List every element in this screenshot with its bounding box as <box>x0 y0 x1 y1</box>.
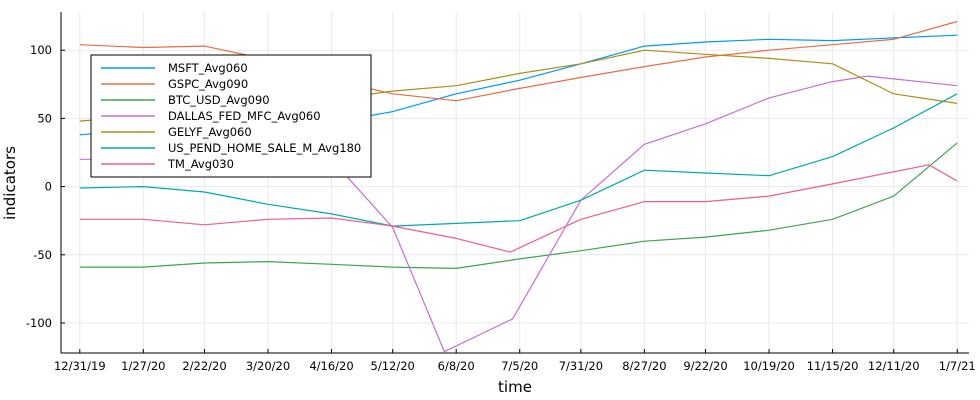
x-tick-label: 12/11/20 <box>868 359 920 373</box>
x-tick-label: 11/15/20 <box>807 359 859 373</box>
series-line-3 <box>79 75 958 353</box>
x-tick-label: 3/20/20 <box>246 359 290 373</box>
legend-entry: GSPC_Avg090 <box>168 77 248 91</box>
x-tick-label: 7/5/20 <box>501 359 538 373</box>
x-tick-label: 10/19/20 <box>743 359 795 373</box>
y-tick-label: 100 <box>30 43 52 57</box>
legend-entry: BTC_USD_Avg090 <box>168 93 270 107</box>
legend-entry: TM_Avg030 <box>167 157 234 171</box>
y-tick-label: -100 <box>26 316 52 330</box>
x-tick-label: 5/12/20 <box>371 359 415 373</box>
y-tick-label: -50 <box>33 248 52 262</box>
series-line-5 <box>79 93 958 227</box>
x-tick-label: 1/27/20 <box>121 359 165 373</box>
x-tick-label: 2/22/20 <box>182 359 226 373</box>
series-line-6 <box>79 164 958 253</box>
x-tick-label: 7/31/20 <box>559 359 603 373</box>
x-tick-label: 9/22/20 <box>683 359 727 373</box>
y-tick-label: 0 <box>45 180 52 194</box>
x-tick-label: 1/7/21 <box>939 359 976 373</box>
x-axis-ticks: 12/31/19 1/27/20 2/22/20 3/20/20 4/16/20 5/12… <box>54 349 976 373</box>
legend-entry: GELYF_Avg060 <box>168 125 252 139</box>
legend-entry: DALLAS_FED_MFC_Avg060 <box>168 109 321 123</box>
x-axis-label: time <box>498 378 532 396</box>
legend: MSFT_Avg060 GSPC_Avg090 BTC_USD_Avg090 DALL… <box>90 54 372 178</box>
y-tick-label: 50 <box>37 111 52 125</box>
legend-entry: MSFT_Avg060 <box>168 61 248 75</box>
x-tick-label: 6/8/20 <box>438 359 475 373</box>
x-tick-label: 8/27/20 <box>622 359 666 373</box>
x-tick-label: 4/16/20 <box>309 359 353 373</box>
y-axis-label: indicators <box>1 146 19 220</box>
y-axis-ticks: -100 -50 0 50 100 <box>26 43 65 330</box>
plot-frame <box>60 12 969 354</box>
series-line-1 <box>79 20 958 102</box>
legend-entry: US_PEND_HOME_SALE_M_Avg180 <box>168 141 361 155</box>
x-tick-label: 12/31/19 <box>54 359 106 373</box>
series-line-2 <box>79 142 958 269</box>
